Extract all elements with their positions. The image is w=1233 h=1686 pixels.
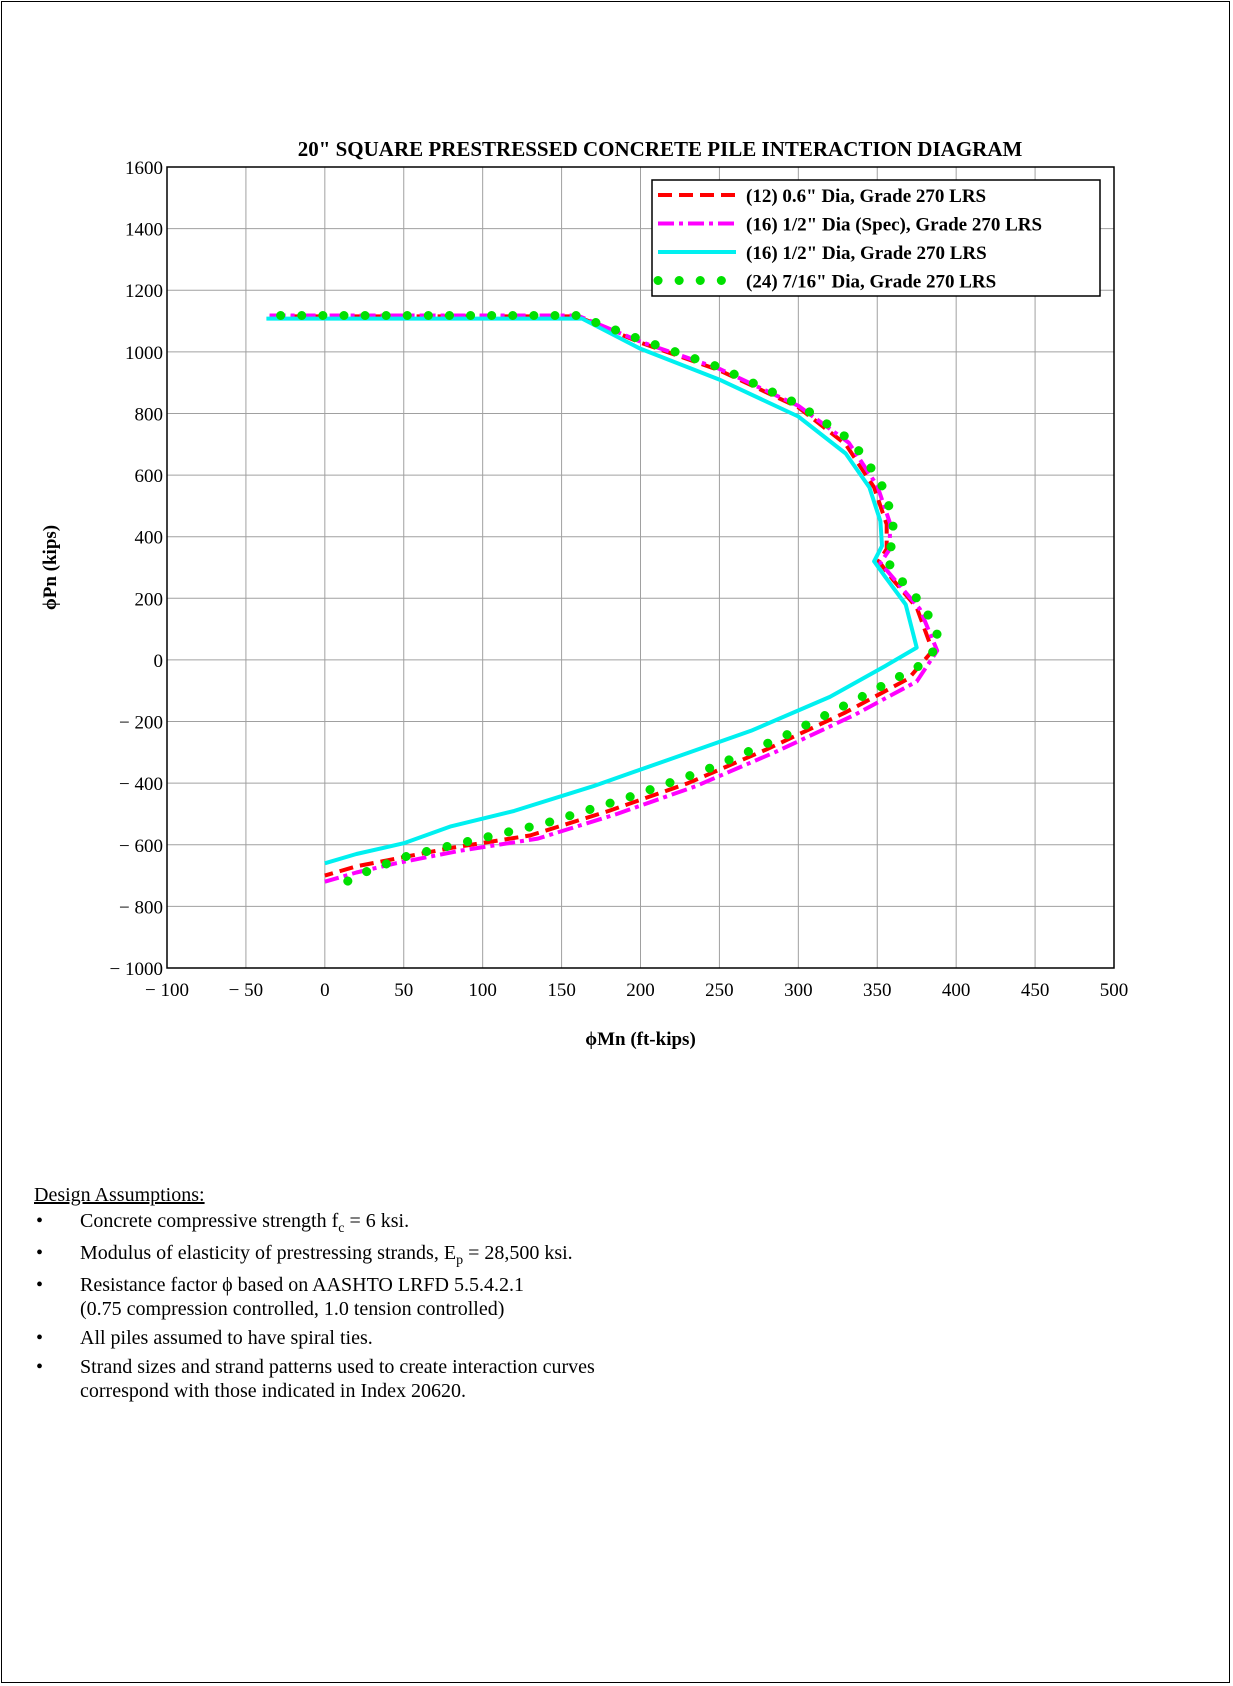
x-tick-label: 0 (320, 980, 330, 1001)
y-tick-label: − 600 (119, 836, 163, 857)
x-tick-label: 350 (863, 980, 892, 1001)
assumption-spiral-ties: All piles assumed to have spiral ties. (34, 1326, 1134, 1350)
assumptions-list: Concrete compressive strength fc = 6 ksi… (34, 1209, 1134, 1403)
y-tick-label: 0 (154, 651, 164, 672)
legend-label-4: (24) 7/16" Dia, Grade 270 LRS (746, 272, 996, 293)
x-tick-labels: − 100 − 50 0 50 100 150 200 250 300 350 400 450 500 (145, 980, 1128, 1001)
x-tick-label: − 100 (145, 980, 189, 1001)
y-tick-label: 1400 (125, 220, 163, 241)
legend: (12) 0.6" Dia, Grade 270 LRS (16) 1/2" Di… (651, 179, 1101, 297)
y-tick-label: 1000 (125, 343, 163, 364)
series-line-1 (269, 314, 935, 878)
legend-label-3: (16) 1/2" Dia, Grade 270 LRS (746, 243, 987, 264)
x-tick-label: 500 (1100, 980, 1129, 1001)
y-tick-labels: − 1000 − 800 − 600 − 400 − 200 0 200 400 600 800 1… (110, 158, 163, 980)
x-tick-label: 150 (547, 980, 576, 1001)
y-tick-label: 200 (135, 589, 164, 610)
y-tick-label: 400 (135, 528, 164, 549)
y-tick-label: − 400 (119, 774, 163, 795)
y-tick-label: 1200 (125, 281, 163, 302)
legend-box (651, 179, 1101, 297)
x-tick-label: 250 (705, 980, 734, 1001)
x-tick-label: 450 (1021, 980, 1050, 1001)
assumptions-heading: Design Assumptions: (34, 1184, 205, 1206)
y-tick-label: − 1000 (110, 959, 163, 980)
interaction-chart: − 100− 50 0 50 100 150 200 250 300 350 400 450 500 … (40, 158, 1128, 1050)
series-layer (266, 311, 945, 890)
assumption-modulus: Modulus of elasticity of prestressing st… (34, 1241, 1134, 1268)
x-tick-label: 400 (942, 980, 971, 1001)
assumption-concrete-strength: Concrete compressive strength fc = 6 ksi… (34, 1209, 1134, 1236)
assumption-strand-patterns: Strand sizes and strand patterns used to… (34, 1355, 1134, 1403)
x-tick-label: 50 (394, 980, 413, 1001)
y-tick-label: 800 (135, 404, 164, 425)
plot-border (166, 166, 1115, 969)
y-tick-label: − 800 (119, 897, 163, 918)
y-tick-label: − 200 (119, 713, 163, 734)
x-tick-label: 100 (468, 980, 497, 1001)
legend-label-1: (12) 0.6" Dia, Grade 270 LRS (746, 186, 986, 207)
x-tick-label: 300 (784, 980, 813, 1001)
legend-label-2: (16) 1/2" Dia (Spec), Grade 270 LRS (746, 215, 1042, 236)
series-line-4 (276, 311, 945, 890)
x-tick-label: 200 (626, 980, 655, 1001)
series-line-3 (266, 316, 919, 866)
chart-title: 20" SQUARE PRESTRESSED CONCRETE PILE INT… (297, 137, 1023, 161)
design-assumptions: Design Assumptions: Concrete compressive… (34, 1183, 1134, 1408)
y-axis-label: ϕPn (kips) (40, 525, 61, 610)
y-tick-label: 1600 (125, 158, 163, 179)
x-tick-label: − 50 (229, 980, 263, 1001)
y-tick-label: 600 (135, 466, 164, 487)
x-axis-label: ϕMn (ft-kips) (585, 1029, 696, 1050)
assumption-resistance-factor: Resistance factor ϕ based on AASHTO LRFD… (34, 1273, 1134, 1321)
